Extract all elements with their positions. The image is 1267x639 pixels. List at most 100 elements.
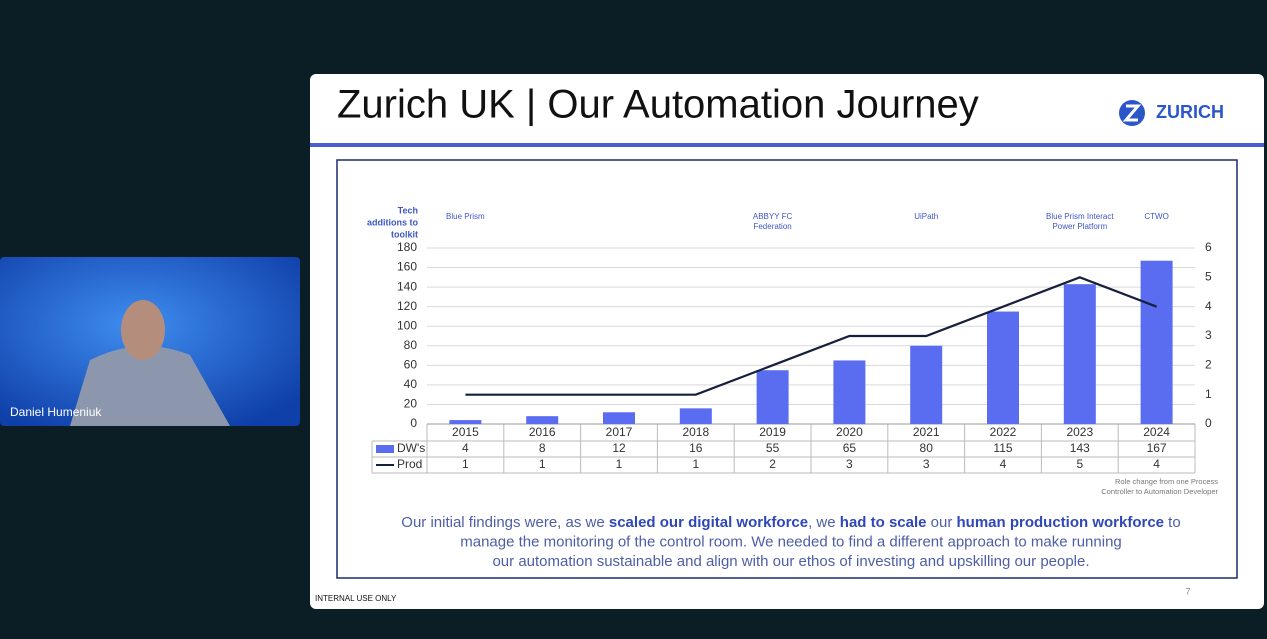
participant-name: Daniel Humeniuk — [10, 405, 102, 419]
table-value: 4 — [1000, 457, 1007, 471]
x-tick-label: 2015 — [452, 425, 479, 439]
y-tick-label: 80 — [404, 338, 418, 352]
footer: INTERNAL USE ONLY — [315, 594, 397, 603]
x-tick-label: 2019 — [759, 425, 786, 439]
x-tick-label: 2021 — [913, 425, 940, 439]
y-tick-label: 20 — [404, 397, 418, 411]
findings-line: manage the monitoring of the control roo… — [460, 533, 1122, 550]
title-rule — [310, 143, 1264, 147]
findings-line: our automation sustainable and align wit… — [492, 553, 1089, 570]
findings-segment: manage the monitoring of the control roo… — [460, 533, 1122, 550]
table-value: 5 — [1076, 457, 1083, 471]
video-tile: Daniel Humeniuk — [0, 257, 300, 426]
table-value: 16 — [689, 441, 703, 455]
bar — [756, 370, 789, 424]
tech-addition: Blue Prism — [446, 212, 485, 221]
x-tick-label: 2016 — [529, 425, 556, 439]
x-tick-label: 2024 — [1143, 425, 1170, 439]
chart: 0204060801001201401601800123456Techaddit… — [367, 205, 1218, 496]
table-value: 4 — [462, 441, 469, 455]
annotation-label: toolkit — [391, 229, 418, 239]
tech-addition: Federation — [753, 222, 791, 231]
findings-line: Our initial findings were, as we scaled … — [401, 514, 1180, 531]
bar — [526, 416, 559, 424]
x-tick-label: 2022 — [990, 425, 1017, 439]
table-value: 8 — [539, 441, 546, 455]
y2-tick-label: 2 — [1205, 358, 1212, 372]
findings-segment: human production workforce — [957, 514, 1165, 531]
tech-addition: Power Platform — [1052, 222, 1107, 231]
y-tick-label: 60 — [404, 358, 418, 372]
legend-label: Prod — [397, 457, 422, 471]
annotation-label: additions to — [367, 217, 418, 227]
content-frame — [336, 159, 1238, 579]
table-value: 143 — [1070, 441, 1090, 455]
slide-title: Zurich UK | Our Automation Journey — [337, 83, 979, 127]
table-value: 1 — [616, 457, 623, 471]
findings-segment: , we — [808, 514, 840, 531]
y-tick-label: 0 — [410, 416, 417, 430]
legend-key — [376, 445, 394, 453]
note: Controller to Automation Developer — [1101, 487, 1218, 496]
x-tick-label: 2017 — [606, 425, 633, 439]
y-tick-label: 40 — [404, 377, 418, 391]
slide: Zurich UK | Our Automation Journey ZURIC… — [310, 74, 1264, 609]
bar — [603, 412, 635, 424]
table-value: 2 — [769, 457, 776, 471]
y2-tick-label: 6 — [1205, 240, 1212, 254]
tech-addition: UiPath — [914, 212, 938, 221]
table-value: 167 — [1147, 441, 1167, 455]
table-value: 115 — [993, 441, 1012, 455]
y2-tick-label: 4 — [1205, 299, 1212, 313]
findings-segment: had to scale — [840, 514, 927, 531]
findings-segment: our — [926, 514, 956, 531]
table-value: 1 — [539, 457, 546, 471]
table-value: 80 — [920, 441, 934, 455]
page-number: 7 — [1185, 586, 1190, 596]
line — [465, 276, 1157, 396]
bar — [987, 311, 1019, 424]
table-value: 65 — [843, 441, 857, 455]
logo-z — [1122, 104, 1142, 122]
bar — [1063, 284, 1096, 424]
table-value: 3 — [923, 457, 930, 471]
bar — [1140, 260, 1173, 424]
y-tick-label: 100 — [397, 318, 417, 332]
bar — [910, 345, 943, 424]
y2-tick-label: 3 — [1205, 328, 1212, 342]
findings-segment: to — [1164, 514, 1181, 531]
findings-segment: our automation sustainable and align wit… — [492, 553, 1089, 570]
table-value: 12 — [612, 441, 626, 455]
bar — [833, 360, 866, 424]
table-value: 1 — [462, 457, 469, 471]
note: Role change from one Process — [1115, 477, 1218, 486]
y-tick-label: 140 — [397, 279, 417, 293]
table-value: 1 — [692, 457, 699, 471]
person-head — [121, 300, 165, 360]
y-tick-label: 180 — [397, 240, 417, 254]
tech-addition: ABBYY FC — [753, 212, 793, 221]
y2-tick-label: 0 — [1205, 416, 1212, 430]
x-tick-label: 2018 — [682, 425, 709, 439]
x-tick-label: 2023 — [1066, 425, 1093, 439]
legend-label: DW's — [397, 441, 425, 455]
table-value: 55 — [766, 441, 780, 455]
y2-tick-label: 1 — [1205, 387, 1212, 401]
table-value: 3 — [846, 457, 853, 471]
x-tick-label: 2020 — [836, 425, 863, 439]
slide-frame — [310, 74, 1264, 609]
findings-segment: Our initial findings were, as we — [401, 514, 609, 531]
table-value: 4 — [1153, 457, 1160, 471]
logo-text: ZURICH — [1156, 102, 1224, 122]
y-tick-label: 160 — [397, 260, 417, 274]
tech-addition: CTWO — [1144, 212, 1168, 221]
bar — [679, 408, 712, 424]
tech-addition: Blue Prism Interact — [1046, 212, 1114, 221]
annotation-label: Tech — [398, 205, 418, 215]
y-tick-label: 120 — [397, 299, 417, 313]
bar — [449, 420, 482, 424]
y2-tick-label: 5 — [1205, 270, 1212, 284]
person-body — [70, 346, 230, 426]
